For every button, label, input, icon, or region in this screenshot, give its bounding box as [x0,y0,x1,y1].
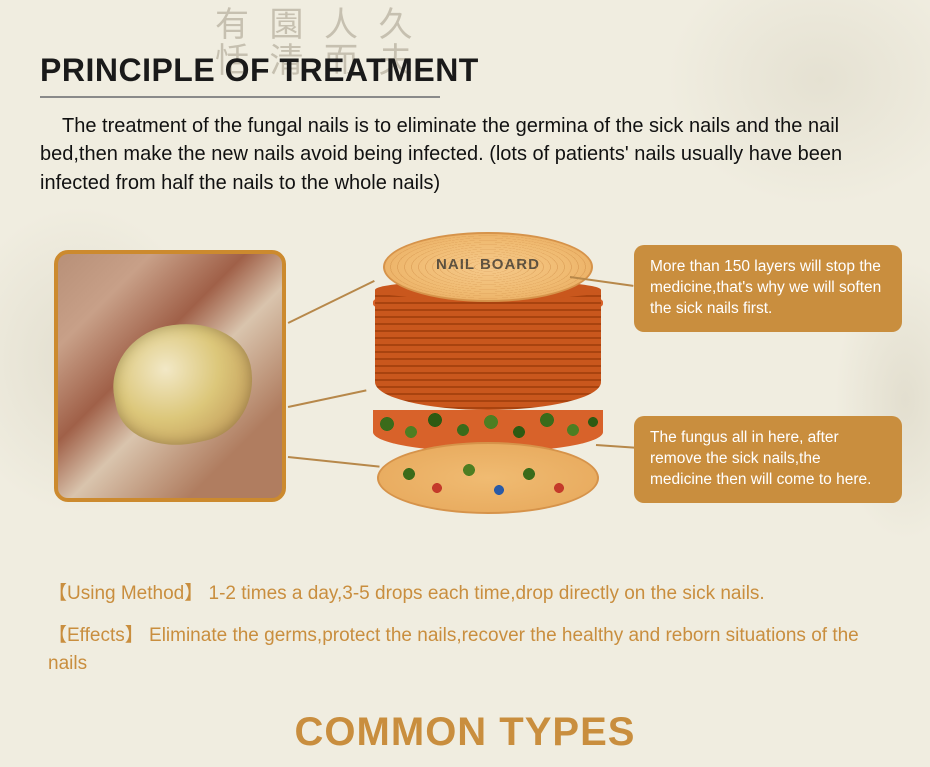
page-title: PRINCIPLE OF TREATMENT [40,52,479,89]
callout-fungus: The fungus all in here, after remove the… [634,416,902,503]
using-method-label: 【Using Method】 [48,583,203,604]
using-method-row: 【Using Method】 1-2 times a day,3-5 drops… [48,580,888,608]
layer-stack [375,290,601,410]
intro-paragraph: The treatment of the fungal nails is to … [40,112,900,197]
effects-text: Eliminate the germs,protect the nails,re… [48,625,859,674]
footer-title: COMMON TYPES [0,710,930,755]
title-underline [40,96,440,98]
effects-row: 【Effects】 Eliminate the germs,protect th… [48,622,888,677]
bottom-ellipse [377,442,599,514]
nail-photo [54,250,286,502]
nail-photo-shape [102,311,264,457]
effects-label: 【Effects】 [48,625,144,646]
callout-layers: More than 150 layers will stop the medic… [634,245,902,332]
using-method-text: 1-2 times a day,3-5 drops each time,drop… [209,583,765,604]
nail-board-label: NAIL BOARD [385,256,591,273]
nail-board-ellipse: NAIL BOARD [383,232,593,302]
